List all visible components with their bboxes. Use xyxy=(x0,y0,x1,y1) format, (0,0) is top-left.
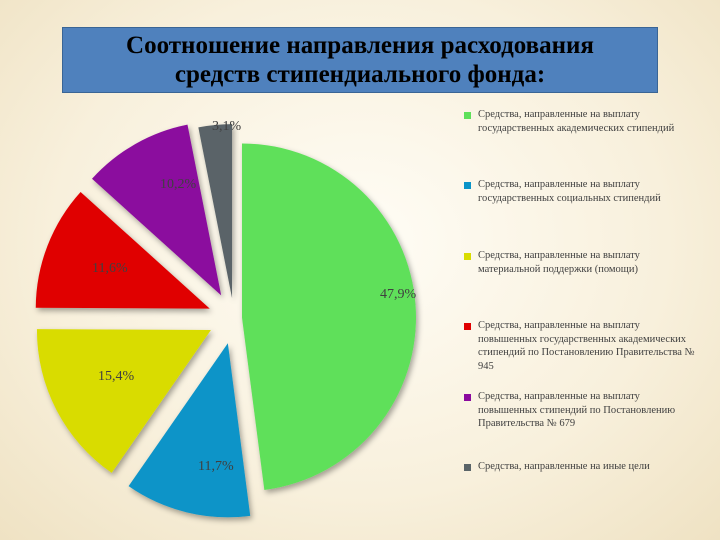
legend-label-1: Средства, направленные на выплату госуда… xyxy=(478,109,675,134)
slice-label-6: 3,1% xyxy=(212,119,242,134)
pie-slice-4 xyxy=(35,192,210,309)
pie-slice-6 xyxy=(198,124,233,299)
legend-label-5: Средства, направленные на выплату повыше… xyxy=(478,391,676,429)
slice-label-2: 11,7% xyxy=(198,459,234,474)
chart-title-line-2: средств стипендиального фонда: xyxy=(174,61,546,88)
pie-slice-1 xyxy=(241,143,416,491)
slice-label-1: 47,9% xyxy=(380,287,417,302)
slice-label-5: 10,2% xyxy=(160,177,197,192)
legend-swatch-2 xyxy=(464,182,471,189)
legend-label-3: Средства, направленные на выплату матери… xyxy=(478,250,640,275)
chart-title-line-1: Соотношение направления расходования xyxy=(126,32,594,59)
legend-swatch-4 xyxy=(464,323,471,330)
legend-label-6: Средства, направленные на иные цели xyxy=(478,461,650,472)
legend-swatch-3 xyxy=(464,253,471,260)
legend-swatch-1 xyxy=(464,112,471,119)
chart-title-box: Соотношение направления расходования сре… xyxy=(62,27,658,93)
slice-label-3: 15,4% xyxy=(98,369,135,384)
legend-label-4: Средства, направленные на выплату повыше… xyxy=(478,320,695,372)
legend-swatch-5 xyxy=(464,394,471,401)
pie-slice-3 xyxy=(36,329,211,473)
pie-slice-2 xyxy=(128,343,251,518)
slice-label-4: 11,6% xyxy=(92,261,128,276)
legend-label-2: Средства, направленные на выплату госуда… xyxy=(478,179,661,204)
legend-swatch-6 xyxy=(464,464,471,471)
pie-slice-5 xyxy=(92,124,222,296)
